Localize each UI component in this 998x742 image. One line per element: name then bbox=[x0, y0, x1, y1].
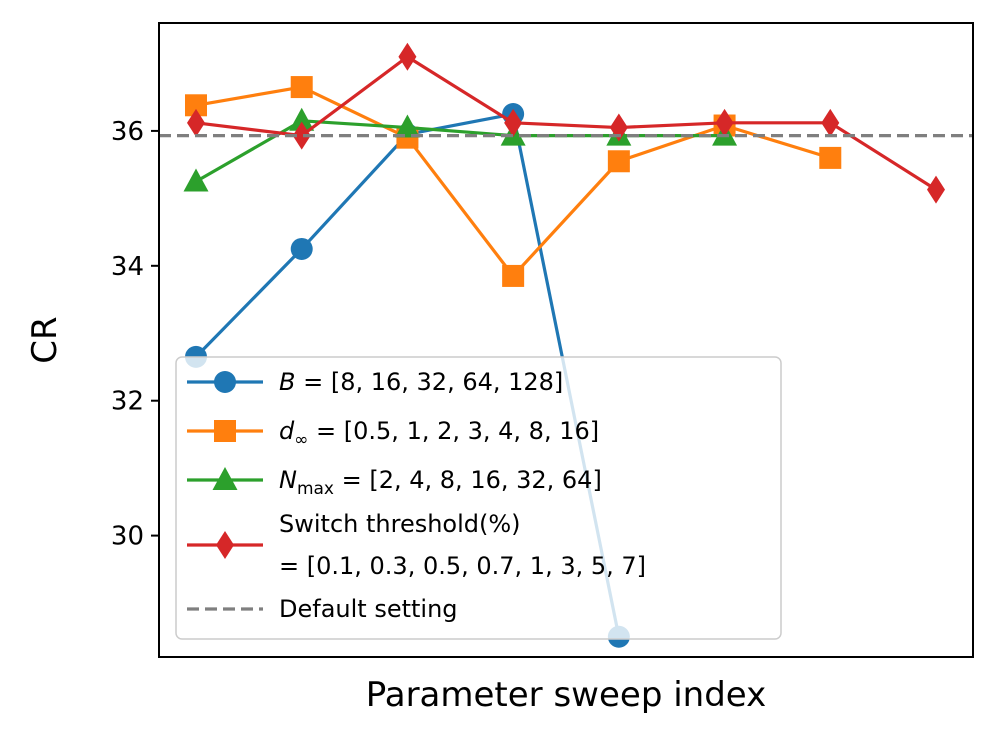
legend-entry-default: Default setting bbox=[187, 595, 458, 623]
data-point bbox=[187, 108, 205, 137]
series-diamond bbox=[187, 42, 945, 204]
data-point bbox=[185, 94, 207, 117]
data-point bbox=[292, 121, 311, 150]
legend-entry: B = [8, 16, 32, 64, 128] bbox=[187, 368, 563, 396]
y-axis-title: CR bbox=[25, 316, 65, 363]
legend-label: Default setting bbox=[279, 595, 458, 623]
plot-frame bbox=[158, 22, 974, 658]
data-point bbox=[290, 237, 313, 260]
legend-label: Switch threshold(%) bbox=[279, 510, 521, 538]
legend-entry: Switch threshold(%) = [0.1, 0.3, 0.5, 0.7… bbox=[187, 510, 646, 580]
legend-label: d∞ = [0.5, 1, 2, 3, 4, 8, 16] bbox=[279, 417, 599, 450]
y-axis: 30 32 34 36 bbox=[111, 117, 159, 552]
legend-marker bbox=[212, 467, 238, 490]
data-point bbox=[927, 175, 945, 204]
legend-label: B = [8, 16, 32, 64, 128] bbox=[279, 368, 563, 396]
legend-entry: d∞ = [0.5, 1, 2, 3, 4, 8, 16] bbox=[187, 417, 599, 450]
data-point bbox=[504, 108, 523, 137]
data-point bbox=[398, 42, 417, 71]
x-axis-title: Parameter sweep index bbox=[366, 675, 766, 715]
legend-box bbox=[175, 356, 782, 640]
data-point bbox=[821, 108, 840, 137]
y-tick-label: 34 bbox=[111, 252, 144, 282]
data-point bbox=[394, 114, 420, 138]
data-point bbox=[290, 76, 313, 99]
legend-marker bbox=[214, 371, 236, 393]
legend-label-line2: = [0.1, 0.3, 0.5, 0.7, 1, 3, 5, 7] bbox=[279, 552, 646, 580]
data-point bbox=[502, 264, 525, 287]
data-point bbox=[819, 146, 842, 169]
legend-entry: Nmax = [2, 4, 8, 16, 32, 64] bbox=[187, 466, 602, 499]
y-tick-label: 36 bbox=[111, 117, 144, 147]
legend-label: Nmax = [2, 4, 8, 16, 32, 64] bbox=[279, 466, 602, 499]
series-line bbox=[195, 55, 937, 191]
data-point bbox=[715, 108, 734, 137]
data-point bbox=[183, 168, 209, 192]
data-point bbox=[289, 107, 315, 131]
data-point bbox=[607, 150, 630, 173]
y-tick-label: 30 bbox=[111, 522, 144, 552]
legend-marker bbox=[214, 420, 236, 442]
series-layer bbox=[159, 42, 973, 648]
legend-marker bbox=[216, 531, 234, 559]
legend: B = [8, 16, 32, 64, 128] d∞ = [0.5, 1, 2,… bbox=[175, 356, 782, 640]
y-tick-label: 32 bbox=[111, 387, 144, 417]
